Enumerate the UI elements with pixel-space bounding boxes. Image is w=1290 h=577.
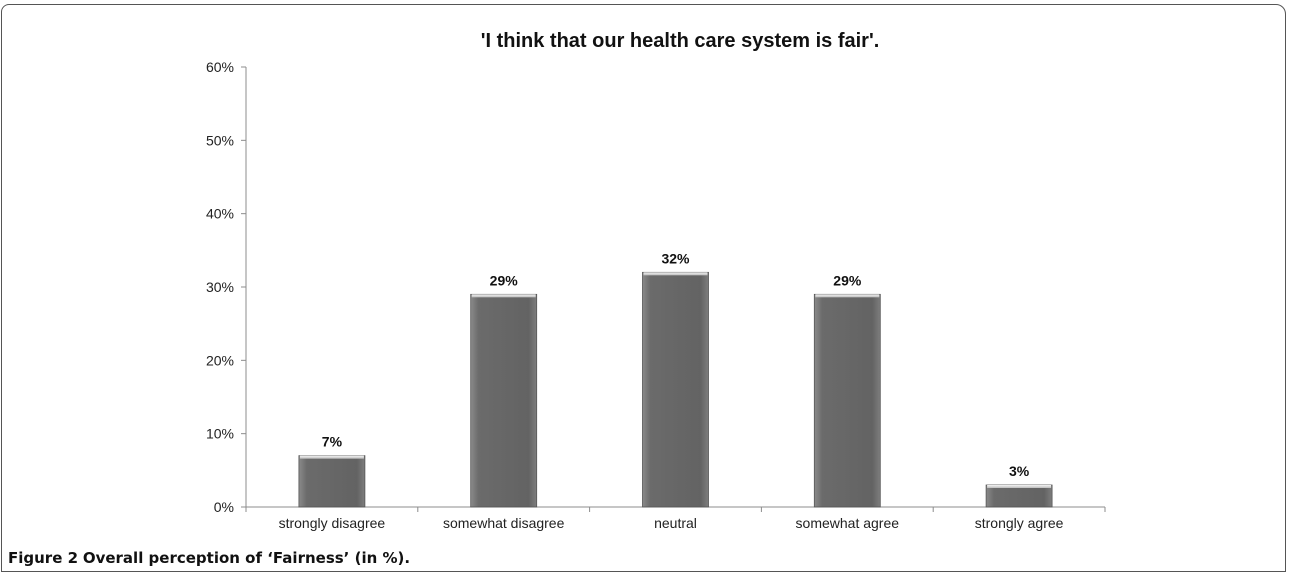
- figure-caption: Figure 2 Overall perception of ‘Fairness…: [8, 549, 410, 567]
- bar-top-highlight: [471, 294, 536, 298]
- x-tick-label: neutral: [654, 515, 697, 531]
- chart-axes: 0% 10% 20% 30% 40% 50% 60%: [206, 59, 1106, 515]
- bar-top-highlight: [643, 272, 708, 276]
- y-tick-label: 60%: [206, 59, 234, 75]
- y-tick-label: 10%: [206, 426, 234, 442]
- chart-title: 'I think that our health care system is …: [481, 30, 880, 52]
- data-label: 32%: [661, 250, 690, 266]
- chart-bars: [298, 271, 1053, 508]
- bar: [813, 293, 881, 508]
- y-tick-label: 0%: [214, 499, 234, 515]
- data-label: 29%: [490, 272, 519, 288]
- figure-caption-label: Figure 2: [8, 549, 79, 567]
- y-tick-label: 50%: [206, 132, 234, 148]
- chart-labels: 7% strongly disagree 29% somewhat disagree 3…: [279, 250, 1064, 531]
- y-tick-label: 20%: [206, 352, 234, 368]
- bar-top-highlight: [299, 455, 364, 459]
- y-tick-label: 30%: [206, 279, 234, 295]
- data-label: 3%: [1009, 463, 1030, 479]
- bar-top-highlight: [815, 294, 880, 298]
- data-label: 29%: [833, 272, 862, 288]
- x-tick-label: somewhat disagree: [443, 515, 565, 531]
- bar: [470, 293, 538, 508]
- bar-top-highlight: [987, 485, 1052, 488]
- bar: [298, 455, 366, 508]
- x-tick-label: strongly agree: [975, 515, 1064, 531]
- figure-caption-text: Overall perception of ‘Fairness’ (in %).: [82, 549, 411, 567]
- x-tick-label: strongly disagree: [279, 515, 386, 531]
- bar: [985, 484, 1053, 508]
- x-tick-label: somewhat agree: [796, 515, 900, 531]
- bar: [642, 271, 709, 508]
- data-label: 7%: [322, 434, 343, 450]
- y-tick-label: 40%: [206, 206, 234, 222]
